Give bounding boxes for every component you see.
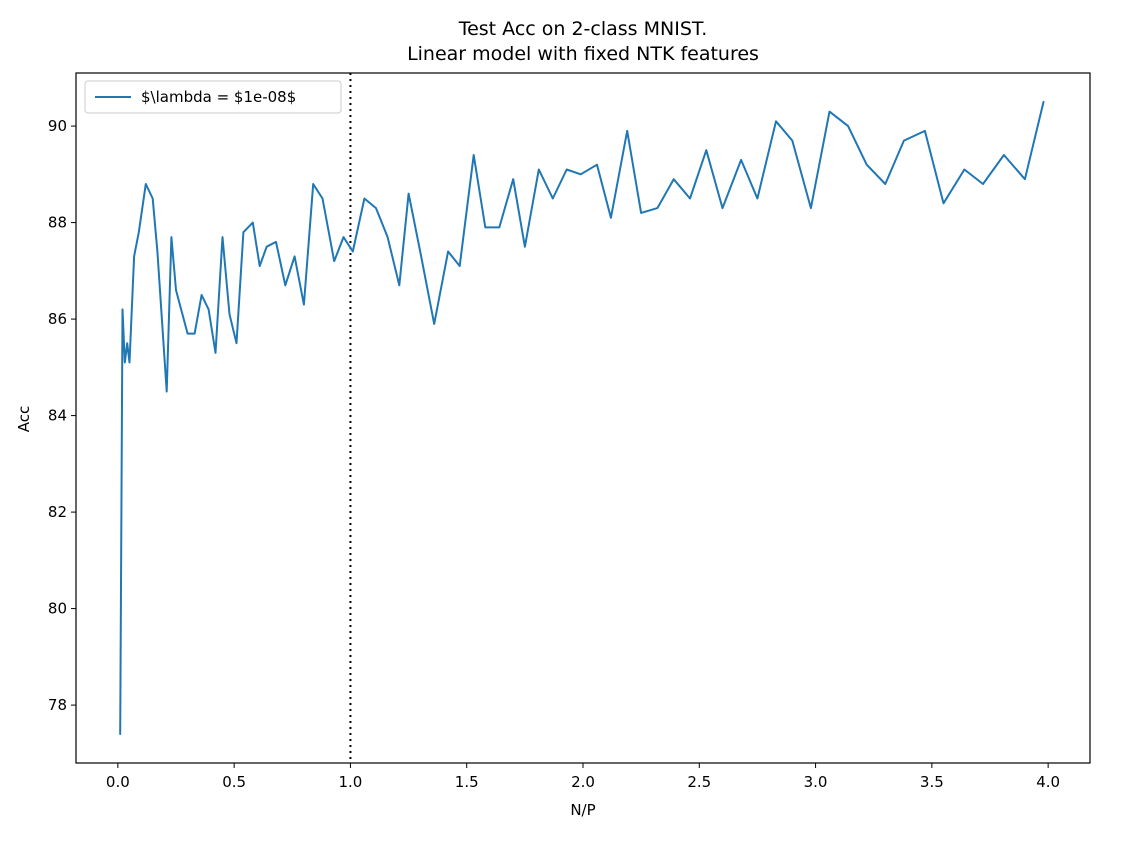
y-axis-label: Acc xyxy=(15,406,33,433)
plot-area xyxy=(119,73,1045,763)
x-tick-label: 2.0 xyxy=(571,773,595,791)
y-tick-label: 86 xyxy=(48,310,67,328)
chart-title-line2: Linear model with fixed NTK features xyxy=(407,43,759,65)
x-tick-label: 0.0 xyxy=(106,773,130,791)
x-tick-label: 0.5 xyxy=(222,773,246,791)
x-tick-label: 1.5 xyxy=(455,773,479,791)
y-tick-label: 88 xyxy=(48,214,67,232)
x-tick-label: 1.0 xyxy=(339,773,363,791)
x-tick-label: 4.0 xyxy=(1036,773,1060,791)
x-tick-label: 3.0 xyxy=(804,773,828,791)
y-tick-label: 82 xyxy=(48,503,67,521)
y-tick-label: 80 xyxy=(48,600,67,618)
x-tick-label: 2.5 xyxy=(687,773,711,791)
y-tick-label: 78 xyxy=(48,696,67,714)
series-line xyxy=(119,101,1045,735)
x-axis-ticks: 0.0 0.5 1.0 1.5 2.0 2.5 3.0 3.5 4.0 xyxy=(106,763,1060,791)
chart-title-line1: Test Acc on 2-class MNIST. xyxy=(458,18,708,40)
legend-box xyxy=(84,80,342,114)
x-tick-label: 3.5 xyxy=(920,773,944,791)
y-axis-ticks: 78 80 82 84 86 88 90 xyxy=(48,117,76,714)
legend: $\lambda = $1e-08$ xyxy=(84,80,342,114)
axes-frame xyxy=(75,72,1091,764)
legend-entry-label: $\lambda = $1e-08$ xyxy=(141,88,296,106)
x-axis-label: N/P xyxy=(570,801,595,819)
y-tick-label: 84 xyxy=(48,407,67,425)
y-tick-label: 90 xyxy=(48,117,67,135)
